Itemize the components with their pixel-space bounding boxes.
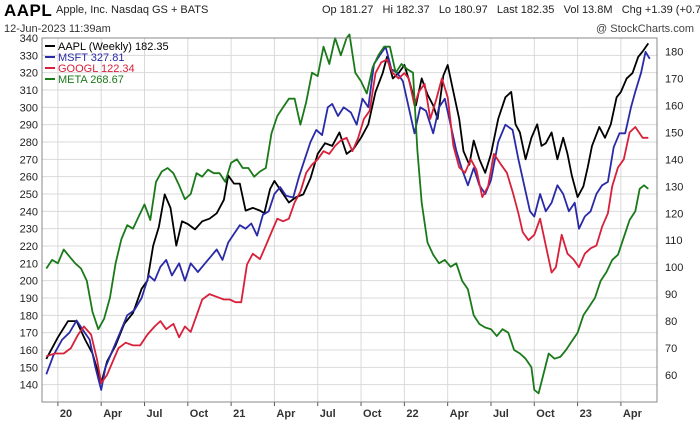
low-value: Lo 180.97 <box>438 4 488 16</box>
right-tick-label: 80 <box>665 316 677 328</box>
right-tick-label: 70 <box>665 343 677 355</box>
chart-subheader: 12-Jun-2023 11:39am @ StockCharts.com <box>4 23 694 37</box>
x-tick-label: Apr <box>276 408 296 420</box>
x-tick-label: 21 <box>233 408 245 420</box>
quote-stats: Op 181.27 Hi 182.37 Lo 180.97 Last 182.3… <box>322 4 700 16</box>
ticker-symbol: AAPL <box>4 1 53 20</box>
x-tick-label: Jul <box>147 408 163 420</box>
change-value: Chg +1.39 (+0.77%) <box>621 4 700 16</box>
series-line-meta <box>45 33 649 395</box>
left-tick-label: 200 <box>20 276 38 288</box>
left-tick-label: 150 <box>20 362 38 374</box>
left-tick-label: 190 <box>20 293 38 305</box>
high-value: Hi 182.37 <box>382 4 430 16</box>
right-tick-label: 100 <box>665 262 683 274</box>
x-tick-label: Oct <box>536 408 555 420</box>
x-tick-label: Oct <box>190 408 209 420</box>
right-tick-label: 140 <box>665 154 683 166</box>
legend-entry: MSFT 327.81 <box>58 52 124 64</box>
right-tick-label: 170 <box>665 73 683 85</box>
legend-entry: GOOGL 122.34 <box>58 63 135 75</box>
left-tick-label: 160 <box>20 345 38 357</box>
left-tick-label: 320 <box>20 68 38 80</box>
left-tick-label: 260 <box>20 172 38 184</box>
series-line-googl <box>46 58 649 384</box>
right-tick-label: 150 <box>665 127 683 139</box>
chart-header: AAPL Apple, Inc. Nasdaq GS + BATS Op 181… <box>0 0 700 24</box>
left-tick-label: 290 <box>20 120 38 132</box>
left-tick-label: 220 <box>20 241 38 253</box>
right-tick-label: 60 <box>665 370 677 382</box>
timestamp: 12-Jun-2023 11:39am <box>4 23 111 35</box>
right-tick-label: 180 <box>665 46 683 58</box>
right-tick-label: 90 <box>665 289 677 301</box>
left-tick-label: 330 <box>20 50 38 62</box>
left-tick-label: 170 <box>20 328 38 340</box>
left-tick-label: 240 <box>20 206 38 218</box>
source-credit: @ StockCharts.com <box>596 23 694 35</box>
right-tick-label: 110 <box>665 235 683 247</box>
left-tick-label: 270 <box>20 154 38 166</box>
left-tick-label: 210 <box>20 258 38 270</box>
x-tick-label: Apr <box>450 408 470 420</box>
x-tick-label: 20 <box>60 408 72 420</box>
left-tick-label: 180 <box>20 310 38 322</box>
x-tick-label: Apr <box>623 408 643 420</box>
x-tick-label: 22 <box>406 408 418 420</box>
x-axis: 20 Apr Jul Oct 21 Apr Jul Oct 22 Apr Jul Oct 23 Apr <box>57 402 643 420</box>
open-value: Op 181.27 <box>322 4 374 16</box>
right-axis: 60 70 80 90 100 110 120 130 140 150 160 170 180 <box>665 46 683 382</box>
series-line-msft <box>45 45 651 391</box>
plot-border <box>41 37 658 403</box>
left-tick-label: 340 <box>20 33 38 45</box>
volume-value: Vol 13.8M <box>563 4 613 16</box>
left-tick-label: 280 <box>20 137 38 149</box>
company-name: Apple, Inc. Nasdaq GS + BATS <box>56 4 209 16</box>
left-axis: 140 150 160 170 180 190 200 210 220 230 240 250 260 2… <box>20 33 38 392</box>
series-line-aapl <box>45 42 650 384</box>
x-tick-label: Jul <box>493 408 509 420</box>
left-tick-label: 250 <box>20 189 38 201</box>
left-tick-label: 310 <box>20 85 38 97</box>
right-tick-label: 160 <box>665 100 683 112</box>
legend-entry: META 268.67 <box>58 74 124 86</box>
right-tick-label: 130 <box>665 181 683 193</box>
x-tick-label: Jul <box>320 408 336 420</box>
left-tick-label: 230 <box>20 224 38 236</box>
x-tick-label: Apr <box>103 408 123 420</box>
left-tick-label: 300 <box>20 102 38 114</box>
last-value: Last 182.35 <box>496 4 555 16</box>
plot-area <box>42 38 657 402</box>
left-tick-label: 140 <box>20 380 38 392</box>
right-tick-label: 120 <box>665 208 683 220</box>
x-tick-label: Oct <box>363 408 382 420</box>
x-tick-label: 23 <box>580 408 592 420</box>
series-lines <box>45 33 651 395</box>
legend-entry: AAPL (Weekly) 182.35 <box>58 41 169 53</box>
